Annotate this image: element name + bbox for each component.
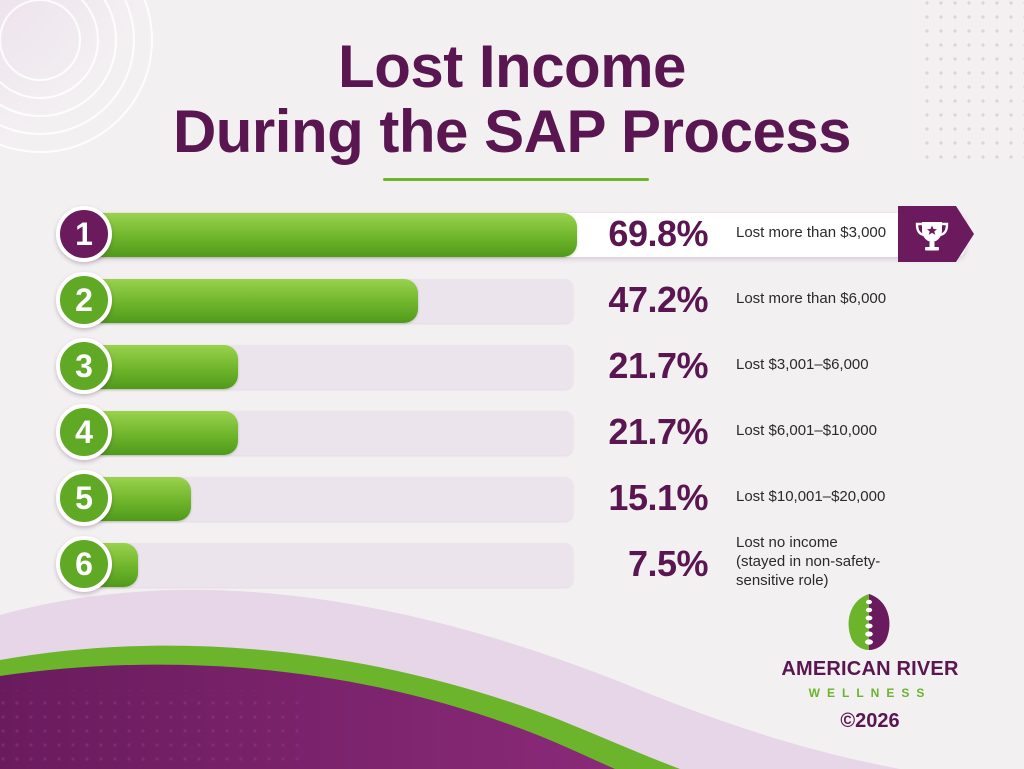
bar (85, 279, 418, 323)
value-label: 47.2% (608, 279, 708, 320)
category-label: Lost $3,001–$6,000 (736, 356, 869, 373)
bar-track (85, 543, 573, 587)
bar-row: 2 47.2% Lost more than $6,000 (0, 272, 1024, 328)
bar-row: 1 69.8% Lost more than $3,000 (0, 206, 1024, 262)
title-underline (383, 178, 649, 181)
rank-badge: 4 (56, 404, 112, 460)
value-label: 21.7% (608, 411, 708, 452)
bar-row: 3 21.7% Lost $3,001–$6,000 (0, 338, 1024, 394)
bar-row: 6 7.5% Lost no income (stayed in non-safet… (0, 534, 1024, 592)
copyright: ©2026 (840, 710, 900, 732)
chart-title-line-2: During the SAP Process (172, 98, 852, 165)
rank-badge: 3 (56, 338, 112, 394)
logo-name: AMERICAN RIVER (781, 658, 959, 680)
brand-logo: AMERICAN RIVER WELLNESS ©2026 (770, 592, 970, 742)
category-label: Lost no income (stayed in non-safety- se… (736, 534, 881, 589)
rank-badge: 5 (56, 470, 112, 526)
category-label: Lost more than $3,000 (736, 224, 887, 241)
trophy-icon (898, 206, 974, 262)
rank-badge: 6 (56, 536, 112, 592)
value-label: 15.1% (608, 477, 708, 518)
value-label: 69.8% (608, 213, 708, 254)
bar-row: 4 21.7% Lost $6,001–$10,000 (0, 404, 1024, 460)
category-label: Lost more than $6,000 (736, 290, 887, 307)
chart-title-line-1: Lost Income (338, 33, 686, 100)
value-label: 21.7% (608, 345, 708, 386)
category-label: Lost $6,001–$10,000 (736, 422, 877, 439)
rank-badge: 2 (56, 272, 112, 328)
bar-row: 5 15.1% Lost $10,001–$20,000 (0, 470, 1024, 526)
category-label: Lost $10,001–$20,000 (736, 488, 886, 505)
rank-badge: 1 (56, 206, 112, 262)
logo-subtitle: WELLNESS (808, 686, 932, 700)
value-label: 7.5% (627, 543, 709, 584)
leaf-spine-icon (848, 594, 890, 650)
bar (85, 213, 577, 257)
